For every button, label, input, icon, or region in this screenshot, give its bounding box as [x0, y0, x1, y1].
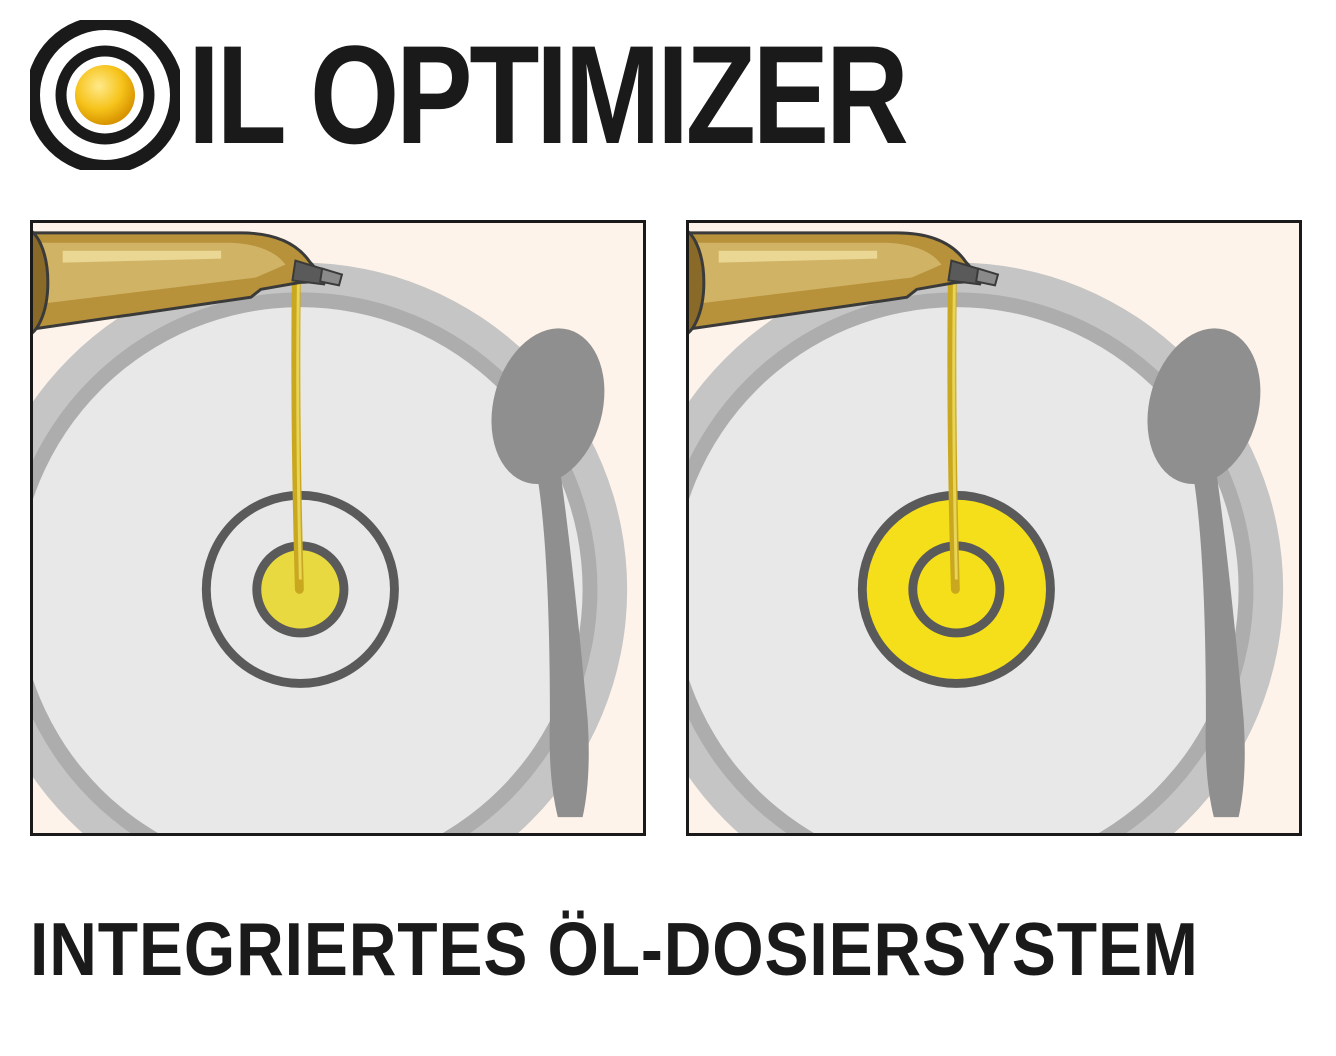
product-title: IL OPTIMIZER: [188, 25, 906, 165]
panel-small-dose: [30, 220, 646, 836]
header: IL OPTIMIZER: [30, 20, 1306, 170]
illustration-panels: [30, 220, 1306, 836]
oil-target-logo-icon: [30, 20, 180, 170]
subtitle: INTEGRIERTES ÖL-DOSIERSYSTEM: [30, 906, 1153, 992]
panel-large-dose: [686, 220, 1302, 836]
